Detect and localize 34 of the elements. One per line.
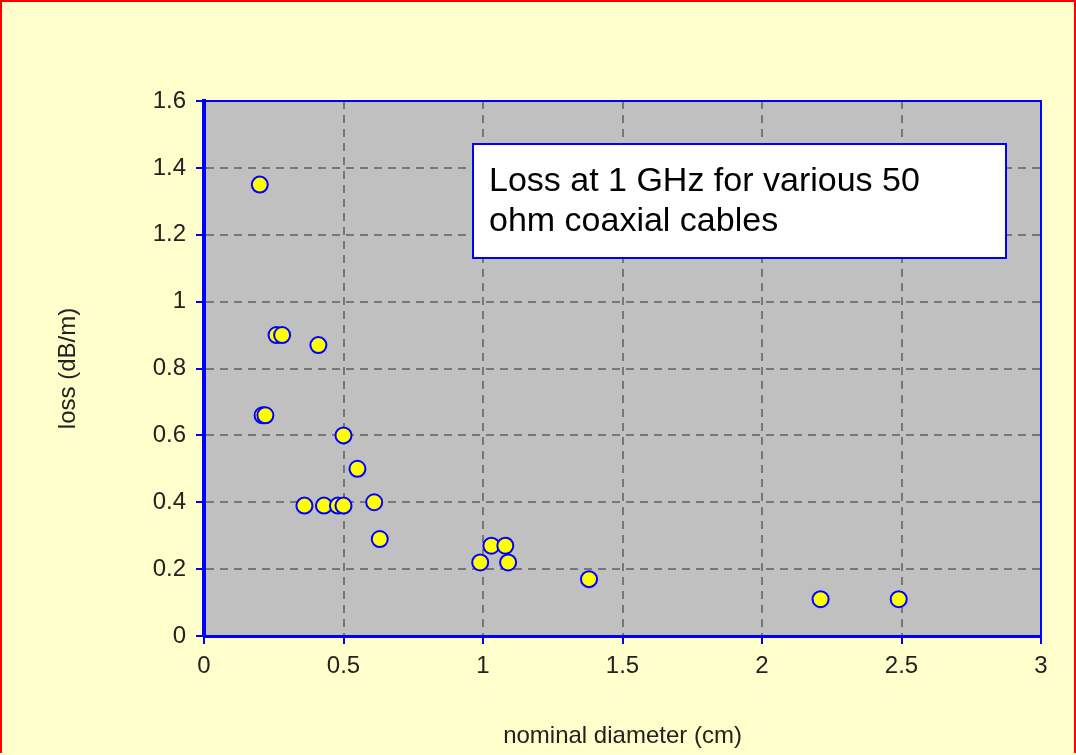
point [471, 553, 490, 572]
point [348, 459, 367, 478]
y-axis-title: loss (dB/m) [53, 307, 81, 430]
y-tick-label: 0.4 [152, 486, 186, 514]
point [334, 496, 353, 515]
point [499, 553, 518, 572]
point [309, 336, 328, 355]
point [365, 493, 384, 512]
x-tick-label: 1.5 [605, 651, 640, 679]
y-tick-label: 1 [172, 286, 186, 314]
point [273, 326, 292, 345]
x-tick-label: 0 [197, 651, 211, 679]
x-tick-label: 2.5 [884, 651, 919, 679]
y-tick-label: 0 [172, 620, 186, 648]
text: Loss at 1 GHz for various 50 ohm coaxial cables [472, 143, 1007, 259]
y-tick-label: 1.2 [152, 219, 186, 247]
point [370, 530, 389, 549]
y-tick-label: 0.8 [152, 353, 186, 381]
x-tick-label: 0.5 [326, 651, 361, 679]
point [889, 590, 908, 609]
point [250, 175, 269, 194]
point [496, 536, 515, 555]
x-axis-title: nominal diameter (cm) [503, 721, 742, 749]
y-tick-label: 0.6 [152, 420, 186, 447]
x-tick-label: 3 [1034, 651, 1048, 679]
y-tick-label: 0.2 [152, 553, 186, 581]
point [811, 590, 830, 609]
y-tick-label: 1.4 [152, 152, 186, 180]
point [580, 570, 599, 589]
x-tick-label: 1 [476, 651, 490, 679]
x-tick-label: 2 [755, 651, 769, 679]
y-tick-label: 1.6 [152, 85, 186, 113]
point [295, 496, 314, 515]
point [334, 426, 353, 445]
